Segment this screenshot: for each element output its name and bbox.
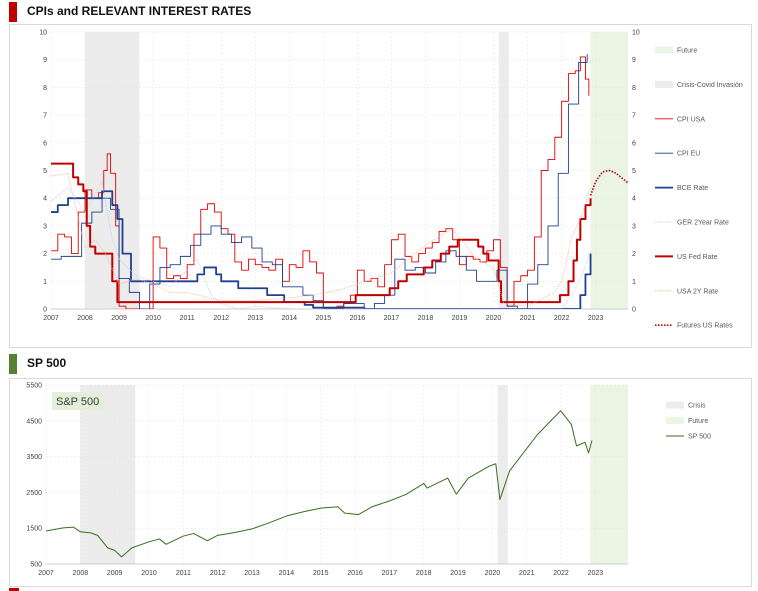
future-legend-label: Future bbox=[688, 418, 708, 425]
y-tick-label-right: 1 bbox=[632, 279, 636, 286]
y-tick-label-right: 0 bbox=[632, 307, 636, 314]
usa-2y-rate-series bbox=[51, 172, 591, 307]
y-tick-label: 5500 bbox=[26, 383, 42, 390]
rates-chart: 2007 2008 2009 2010 2011 2012 2013 2014 2015 2016… bbox=[39, 30, 743, 330]
y-tick-label: 4500 bbox=[26, 418, 42, 425]
future-band-0 bbox=[590, 385, 628, 564]
y-tick-label-right: 7 bbox=[632, 113, 636, 120]
y-tick-label-right: 3 bbox=[632, 223, 636, 230]
y-tick-label-right: 5 bbox=[632, 168, 636, 175]
x-tick-label: 2019 bbox=[450, 570, 466, 577]
y-tick-label: 7 bbox=[43, 113, 47, 120]
us-fed-rate-series bbox=[51, 162, 592, 304]
y-tick-label: 0 bbox=[43, 307, 47, 314]
x-tick-label: 2012 bbox=[210, 570, 226, 577]
crisis-legend-swatch bbox=[666, 401, 684, 409]
y-tick-label: 500 bbox=[30, 562, 42, 569]
y-tick-label: 9 bbox=[43, 57, 47, 64]
y-tick-label-right: 6 bbox=[632, 140, 636, 147]
crisis-covid-invasi-n-legend-label: Crisis-Covid Invasión bbox=[677, 82, 743, 89]
x-tick-label: 2021 bbox=[519, 570, 535, 577]
x-tick-label: 2015 bbox=[316, 315, 332, 322]
x-tick-label: 2023 bbox=[588, 315, 604, 322]
rates-section-title: CPIs and RELEVANT INTEREST RATES bbox=[27, 4, 252, 18]
y-tick-label: 8 bbox=[43, 85, 47, 92]
cpi-usa-legend-label: CPI USA bbox=[677, 116, 705, 123]
y-tick-label: 1500 bbox=[26, 526, 42, 533]
y-tick-label-right: 8 bbox=[632, 85, 636, 92]
y-tick-label: 3 bbox=[43, 223, 47, 230]
x-tick-label: 2018 bbox=[416, 570, 432, 577]
y-tick-label: 6 bbox=[43, 140, 47, 147]
x-tick-label: 2022 bbox=[553, 570, 569, 577]
x-tick-label: 2020 bbox=[486, 315, 502, 322]
sp500-inset-label-bg bbox=[52, 392, 104, 410]
crisis-covid-invasi-n-legend-swatch bbox=[655, 80, 673, 88]
y-tick-label-right: 4 bbox=[632, 196, 636, 203]
bce-rate-legend-label: BCE Rate bbox=[677, 185, 708, 192]
x-tick-label: 2020 bbox=[485, 570, 501, 577]
crisis-band-0 bbox=[80, 385, 136, 564]
rates-section-marker bbox=[9, 2, 17, 22]
x-tick-label: 2021 bbox=[520, 315, 536, 322]
us-fed-rate-legend-label: US Fed Rate bbox=[677, 254, 718, 261]
y-tick-label: 1 bbox=[43, 279, 47, 286]
cpi-eu-legend-label: CPI EU bbox=[677, 151, 700, 158]
x-tick-label: 2008 bbox=[77, 315, 93, 322]
y-tick-label: 4 bbox=[43, 196, 47, 203]
ger-2year-rate-series bbox=[51, 181, 591, 309]
rates-chart-panel: 2007 2008 2009 2010 2011 2012 2013 2014 2015 2016… bbox=[9, 24, 752, 348]
x-tick-label: 2013 bbox=[247, 315, 263, 322]
x-tick-label: 2022 bbox=[554, 315, 570, 322]
x-tick-label: 2009 bbox=[107, 570, 123, 577]
x-tick-label: 2007 bbox=[38, 570, 54, 577]
x-tick-label: 2007 bbox=[43, 315, 59, 322]
future-legend-label: Future bbox=[677, 48, 697, 55]
future-legend-swatch bbox=[666, 417, 684, 424]
future-legend-swatch bbox=[655, 46, 673, 54]
next-section-marker bbox=[9, 588, 19, 591]
x-tick-label: 2016 bbox=[347, 570, 363, 577]
y-tick-label: 2 bbox=[43, 251, 47, 258]
y-tick-label-right: 9 bbox=[632, 57, 636, 64]
x-tick-label: 2016 bbox=[350, 315, 366, 322]
sp500-chart-panel: 2007 2008 2009 2010 2011 2012 2013 2014 2015 2016… bbox=[9, 378, 752, 587]
x-tick-label: 2019 bbox=[452, 315, 468, 322]
x-tick-label: 2011 bbox=[180, 315, 195, 322]
crisis-legend-label: Crisis bbox=[688, 403, 706, 410]
ger-2year-rate-legend-label: GER 2Year Rate bbox=[677, 220, 729, 227]
usa-2y-rate-legend-label: USA 2Y Rate bbox=[677, 288, 718, 295]
x-tick-label: 2008 bbox=[73, 570, 89, 577]
crisis-band-1 bbox=[497, 385, 508, 564]
bce-rate-series bbox=[51, 190, 592, 309]
x-tick-label: 2015 bbox=[313, 570, 329, 577]
x-tick-label: 2014 bbox=[282, 315, 298, 322]
x-tick-label: 2012 bbox=[213, 315, 229, 322]
x-tick-label: 2017 bbox=[382, 570, 398, 577]
y-tick-label: 10 bbox=[39, 30, 47, 37]
x-tick-label: 2009 bbox=[111, 315, 127, 322]
sp500-section-title: SP 500 bbox=[27, 356, 67, 370]
y-tick-label: 2500 bbox=[26, 490, 42, 497]
x-tick-label: 2023 bbox=[588, 570, 604, 577]
sp500-chart: 2007 2008 2009 2010 2011 2012 2013 2014 2015 2016… bbox=[26, 383, 711, 578]
x-tick-label: 2013 bbox=[244, 570, 260, 577]
y-tick-label-right: 2 bbox=[632, 251, 636, 258]
sp-500-series bbox=[46, 410, 593, 558]
sp-500-legend-label: SP 500 bbox=[688, 434, 711, 441]
y-tick-label: 3500 bbox=[26, 454, 42, 461]
x-tick-label: 2011 bbox=[176, 570, 191, 577]
x-tick-label: 2010 bbox=[145, 315, 161, 322]
sp500-inset-label: S&P 500 bbox=[56, 396, 99, 408]
cpi-eu-series bbox=[51, 54, 588, 309]
futures-us-rates-legend-label: Futures US Rates bbox=[677, 323, 733, 330]
sp500-section-marker bbox=[9, 354, 17, 374]
x-tick-label: 2014 bbox=[279, 570, 295, 577]
y-tick-label: 5 bbox=[43, 168, 47, 175]
futures-us-rates-series bbox=[589, 169, 628, 196]
y-tick-label-right: 10 bbox=[632, 30, 640, 37]
x-tick-label: 2018 bbox=[418, 315, 434, 322]
x-tick-label: 2017 bbox=[384, 315, 400, 322]
x-tick-label: 2010 bbox=[141, 570, 157, 577]
